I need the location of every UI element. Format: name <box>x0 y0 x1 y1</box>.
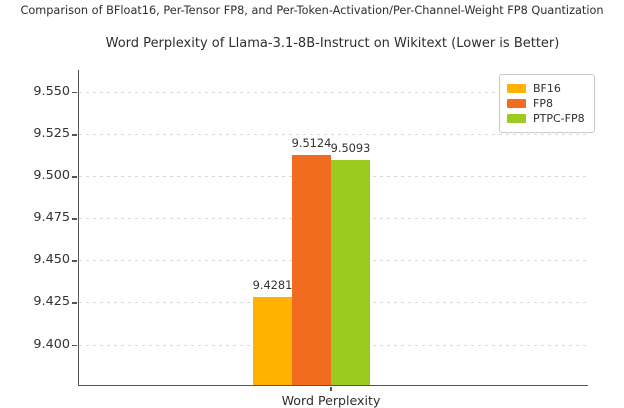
legend-swatch-icon <box>507 84 526 93</box>
legend-item-ptpc-fp8: PTPC-FP8 <box>507 112 585 125</box>
gridline <box>79 134 588 135</box>
y-tick-label: 9.550 <box>33 84 70 100</box>
bar-ptpc-fp8 <box>331 160 370 385</box>
figure-suptitle: Comparison of BFloat16, Per-Tensor FP8, … <box>20 4 604 17</box>
y-tick-label: 9.475 <box>33 210 70 226</box>
y-tick-label: 9.525 <box>33 126 70 142</box>
bar-value-label: 9.5124 <box>291 136 332 151</box>
bar-value-label: 9.5093 <box>330 141 371 156</box>
y-tick-label: 9.500 <box>33 168 70 184</box>
legend: BF16 FP8 PTPC-FP8 <box>499 74 595 133</box>
bar-bf16 <box>253 297 292 385</box>
x-axis-label: Word Perplexity <box>281 393 381 408</box>
y-tick-mark <box>72 218 77 220</box>
legend-swatch-icon <box>507 99 526 108</box>
bar-value-label: 9.4281 <box>252 278 293 293</box>
y-tick-label: 9.400 <box>33 336 70 352</box>
legend-item-fp8: FP8 <box>507 97 585 110</box>
legend-items: BF16 FP8 PTPC-FP8 <box>507 82 585 125</box>
gridline <box>79 91 588 93</box>
y-tick-mark <box>72 176 77 178</box>
y-tick-label: 9.450 <box>33 252 70 268</box>
legend-label: BF16 <box>533 82 561 95</box>
legend-label: PTPC-FP8 <box>533 112 585 125</box>
legend-swatch-icon <box>507 114 526 123</box>
plot-area: 9.400 9.425 9.450 9.475 9.500 9.525 9.550 9.42… <box>33 70 588 408</box>
y-tick-mark <box>72 260 77 262</box>
y-tick-mark <box>72 302 77 305</box>
y-tick-mark <box>72 134 77 136</box>
chart-title: Word Perplexity of Llama-3.1-8B-Instruct… <box>105 36 560 51</box>
legend-item-bf16: BF16 <box>507 82 585 95</box>
y-tick-mark <box>72 91 77 94</box>
y-tick-label: 9.425 <box>33 294 70 310</box>
bar-fp8 <box>292 155 331 385</box>
y-tick-mark <box>72 344 77 347</box>
legend-label: FP8 <box>533 97 553 110</box>
x-tick-mark <box>330 386 332 392</box>
